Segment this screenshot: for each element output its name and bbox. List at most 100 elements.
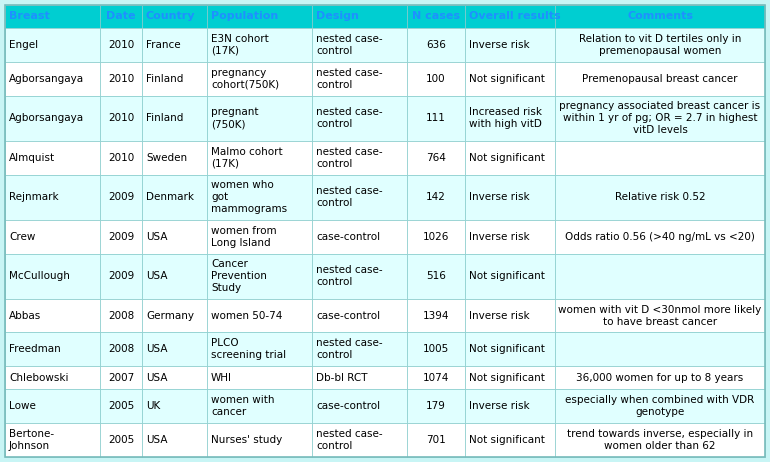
Text: nested case-
control: nested case- control	[316, 146, 383, 169]
Text: 2010: 2010	[108, 152, 134, 163]
Bar	[100, 389, 142, 423]
Text: 1394: 1394	[423, 310, 449, 321]
Bar	[207, 333, 312, 366]
Bar	[465, 140, 555, 175]
Bar	[555, 28, 765, 62]
Bar	[555, 298, 765, 333]
Bar	[5, 62, 100, 96]
Bar	[5, 333, 100, 366]
Bar	[465, 298, 555, 333]
Text: Not significant: Not significant	[469, 435, 545, 445]
Text: Bertone-
Johnson: Bertone- Johnson	[9, 429, 54, 451]
Text: 1026: 1026	[423, 231, 449, 242]
Text: UK: UK	[146, 401, 160, 411]
Text: 2009: 2009	[108, 231, 134, 242]
Text: USA: USA	[146, 435, 168, 445]
Bar	[407, 389, 465, 423]
Bar	[100, 333, 142, 366]
Bar	[100, 175, 142, 219]
Text: 179: 179	[426, 401, 446, 411]
Bar	[465, 5, 555, 28]
Bar	[407, 254, 465, 298]
Bar	[207, 254, 312, 298]
Bar	[207, 219, 312, 254]
Text: Nurses' study: Nurses' study	[211, 435, 283, 445]
Text: women who
got
mammograms: women who got mammograms	[211, 180, 287, 214]
Text: France: France	[146, 40, 181, 50]
Text: Relative risk 0.52: Relative risk 0.52	[614, 192, 705, 202]
Text: 764: 764	[426, 152, 446, 163]
Bar	[407, 28, 465, 62]
Bar	[142, 219, 207, 254]
Text: Not significant: Not significant	[469, 373, 545, 383]
Bar	[465, 333, 555, 366]
Bar	[100, 5, 142, 28]
Bar	[142, 140, 207, 175]
Bar	[312, 423, 407, 457]
Bar	[207, 28, 312, 62]
Bar	[312, 62, 407, 96]
Bar	[465, 62, 555, 96]
Text: 36,000 women for up to 8 years: 36,000 women for up to 8 years	[577, 373, 744, 383]
Text: USA: USA	[146, 345, 168, 354]
Bar	[312, 298, 407, 333]
Text: Not significant: Not significant	[469, 345, 545, 354]
Text: 2010: 2010	[108, 40, 134, 50]
Text: Comments: Comments	[627, 12, 693, 21]
Text: Relation to vit D tertiles only in
premenopausal women: Relation to vit D tertiles only in preme…	[579, 34, 742, 56]
Bar	[100, 254, 142, 298]
Bar	[312, 254, 407, 298]
Bar	[407, 62, 465, 96]
Text: Agborsangaya: Agborsangaya	[9, 73, 84, 84]
Bar	[407, 140, 465, 175]
Bar	[5, 219, 100, 254]
Text: WHI: WHI	[211, 373, 232, 383]
Text: Odds ratio 0.56 (>40 ng/mL vs <20): Odds ratio 0.56 (>40 ng/mL vs <20)	[565, 231, 755, 242]
Text: 2009: 2009	[108, 192, 134, 202]
Bar	[142, 28, 207, 62]
Bar	[555, 140, 765, 175]
Bar	[312, 366, 407, 389]
Bar	[142, 96, 207, 140]
Text: Malmo cohort
(17K): Malmo cohort (17K)	[211, 146, 283, 169]
Text: Overall results: Overall results	[469, 12, 561, 21]
Text: E3N cohort
(17K): E3N cohort (17K)	[211, 34, 269, 56]
Text: 2010: 2010	[108, 73, 134, 84]
Text: 2009: 2009	[108, 271, 134, 281]
Bar	[100, 219, 142, 254]
Text: Engel: Engel	[9, 40, 39, 50]
Bar	[100, 28, 142, 62]
Bar	[407, 423, 465, 457]
Text: trend towards inverse, especially in
women older than 62: trend towards inverse, especially in wom…	[567, 429, 753, 451]
Text: Sweden: Sweden	[146, 152, 187, 163]
Text: McCullough: McCullough	[9, 271, 70, 281]
Text: 2005: 2005	[108, 401, 134, 411]
Bar	[555, 175, 765, 219]
Bar	[555, 366, 765, 389]
Bar	[207, 366, 312, 389]
Bar	[5, 96, 100, 140]
Text: Denmark: Denmark	[146, 192, 194, 202]
Bar	[555, 254, 765, 298]
Bar	[100, 423, 142, 457]
Bar	[555, 333, 765, 366]
Text: USA: USA	[146, 271, 168, 281]
Text: Inverse risk: Inverse risk	[469, 192, 530, 202]
Bar	[142, 175, 207, 219]
Text: nested case-
control: nested case- control	[316, 67, 383, 90]
Text: 2007: 2007	[108, 373, 134, 383]
Bar	[312, 333, 407, 366]
Text: Population: Population	[211, 12, 278, 21]
Bar	[312, 389, 407, 423]
Bar	[555, 96, 765, 140]
Text: USA: USA	[146, 231, 168, 242]
Bar	[5, 254, 100, 298]
Bar	[312, 28, 407, 62]
Text: Crew: Crew	[9, 231, 35, 242]
Bar	[555, 389, 765, 423]
Text: Breast: Breast	[9, 12, 50, 21]
Text: Chlebowski: Chlebowski	[9, 373, 69, 383]
Text: women from
Long Island: women from Long Island	[211, 225, 276, 248]
Bar	[5, 175, 100, 219]
Bar	[312, 219, 407, 254]
